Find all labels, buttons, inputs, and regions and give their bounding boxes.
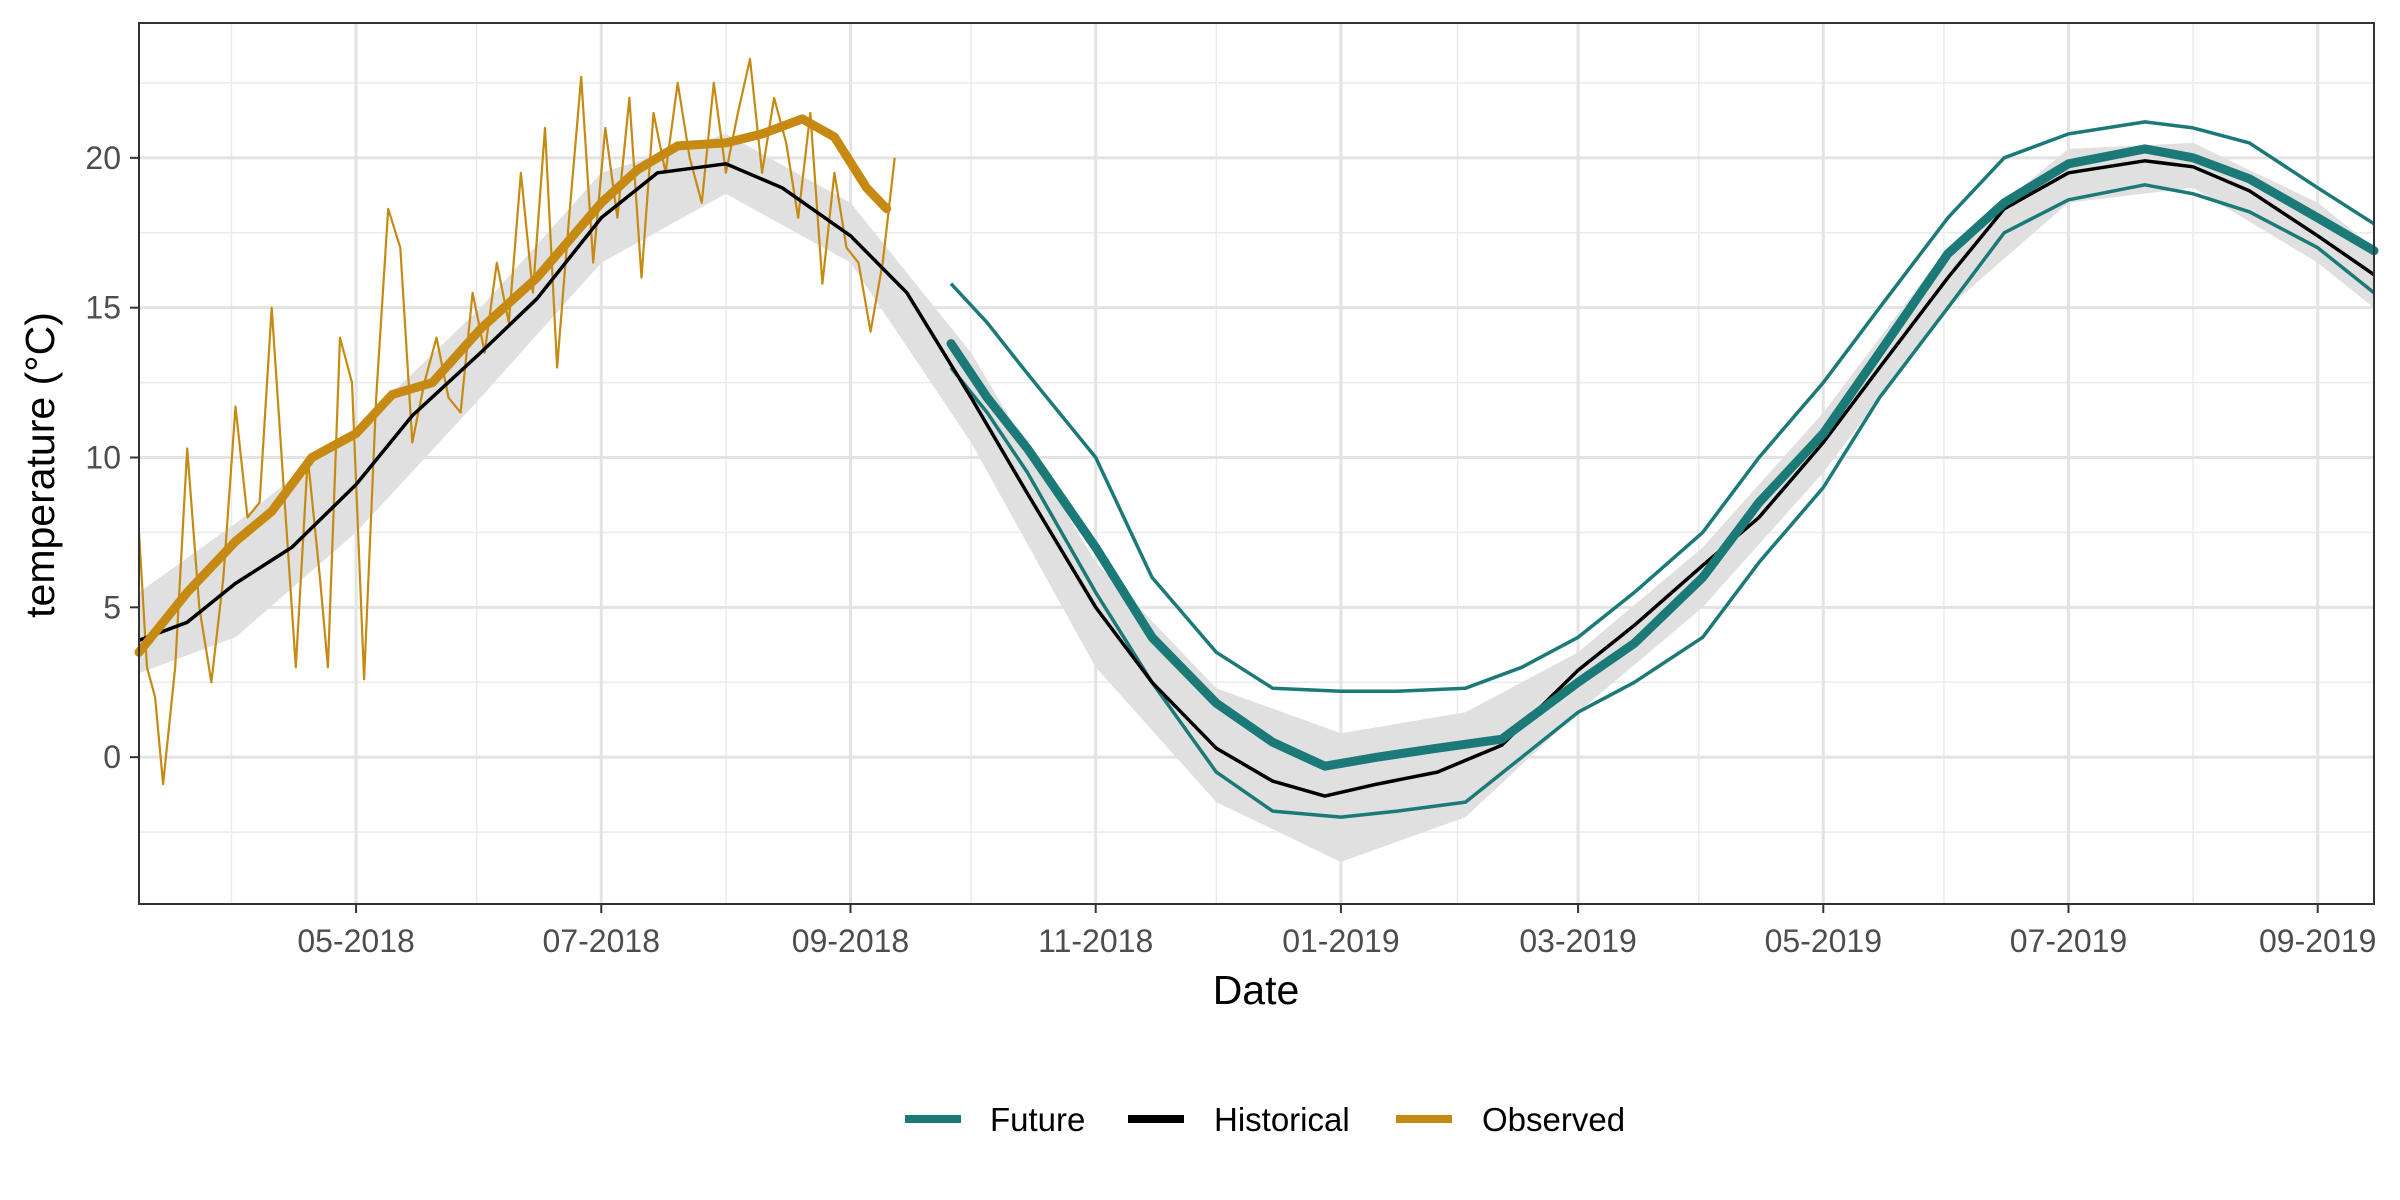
y-tick-label: 15: [85, 290, 121, 326]
observed-daily-line: [137, 57, 896, 786]
observed-mean-line: [134, 114, 892, 657]
x-tick-label: 09-2019: [2259, 923, 2376, 959]
y-tick-label: 0: [103, 739, 121, 775]
legend-label-observed: Observed: [1482, 1101, 1625, 1138]
future-upper-line: [949, 120, 2375, 693]
y-tick-label: 20: [85, 140, 121, 176]
series-layer: [134, 57, 2379, 862]
x-tick-label: 05-2019: [1765, 923, 1882, 959]
legend-label-historical: Historical: [1214, 1101, 1350, 1138]
legend-label-future: Future: [990, 1101, 1085, 1138]
x-tick-label: 11-2018: [1038, 923, 1153, 959]
y-axis-title: temperature (°C): [17, 312, 63, 618]
x-tick-label: 05-2018: [297, 923, 414, 959]
plot-panel-border: [138, 22, 2375, 905]
x-tick-label: 07-2018: [543, 923, 660, 959]
future-mean-line: [946, 144, 2379, 771]
x-tick-label: 07-2019: [2010, 923, 2127, 959]
x-axis-title: Date: [1213, 967, 1300, 1013]
x-tick-label: 01-2019: [1282, 923, 1399, 959]
y-tick-label: 10: [85, 440, 121, 476]
legend: Future Historical Observed: [905, 1101, 1625, 1138]
x-tick-label: 03-2019: [1519, 923, 1636, 959]
x-axis: 05-2018 07-2018 09-2018 11-2018 01-2019 03-20…: [297, 904, 2376, 959]
historical-mean-line: [138, 159, 2375, 798]
x-tick-label: 09-2018: [792, 923, 909, 959]
y-tick-label: 5: [103, 589, 121, 625]
historical-range-band: [139, 133, 2374, 862]
y-axis: 0 5 10 15 20: [85, 140, 139, 775]
